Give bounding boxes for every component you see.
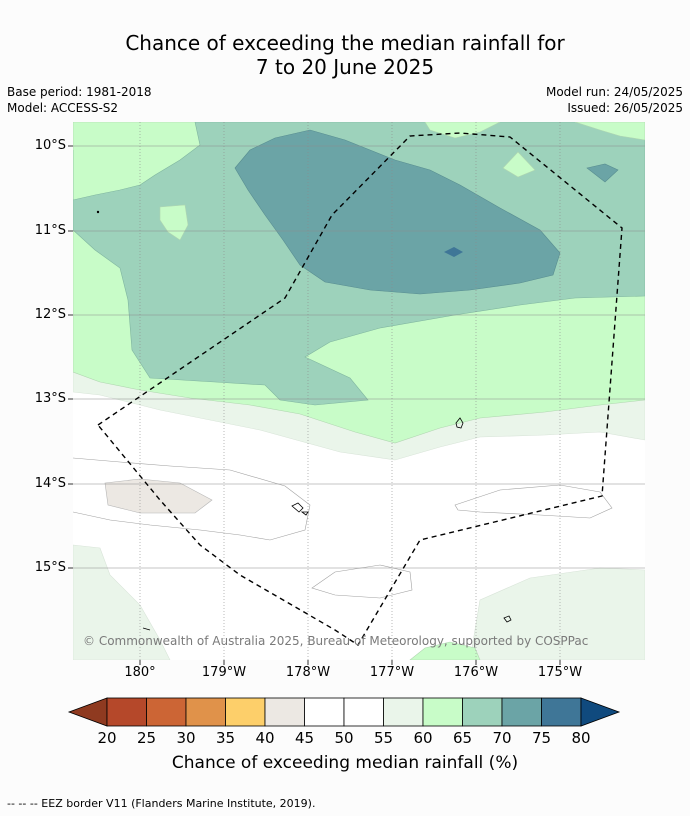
lon-label: 180° — [124, 665, 156, 680]
eez-border — [96, 132, 623, 646]
gridlines — [73, 145, 645, 569]
colorbar-box — [106, 697, 147, 727]
island-e — [142, 627, 151, 631]
band-75-80 — [444, 247, 463, 257]
colorbar-tick-label: 25 — [136, 729, 157, 747]
colorbar-tick-label: 40 — [255, 729, 275, 747]
colorbar-tick-label: 75 — [531, 729, 552, 747]
hole-60-65-d — [424, 122, 501, 139]
lon-label: 176°W — [453, 665, 499, 680]
eez-footnote: -- -- -- EEZ border V11 (Flanders Marine… — [7, 797, 316, 810]
island-b — [291, 502, 304, 513]
colorbar-box — [185, 697, 226, 727]
colorbar-tick-label: 30 — [176, 729, 196, 747]
map-title: Chance of exceeding the median rainfall … — [0, 31, 690, 79]
band-40-45 — [104, 478, 213, 514]
band-60-65-south — [409, 641, 481, 660]
lat-label: 10°S — [34, 138, 66, 153]
lon-label: 178°W — [285, 665, 331, 680]
colorbar-extend-high — [580, 697, 621, 727]
colorbar-box — [501, 697, 542, 727]
colorbar-tick-label: 55 — [373, 729, 394, 747]
lon-label: 175°W — [537, 665, 583, 680]
colorbar-tick-label: 80 — [571, 729, 591, 747]
lat-label: 13°S — [34, 391, 66, 406]
colorbar-box — [541, 697, 582, 727]
colorbar-title: Chance of exceeding median rainfall (%) — [171, 753, 519, 773]
lat-label: 11°S — [34, 223, 66, 238]
title-line-1: Chance of exceeding the median rainfall … — [125, 31, 565, 55]
map-area — [73, 122, 645, 660]
lat-label: 14°S — [34, 476, 66, 491]
colorbar-extend-low — [67, 697, 108, 727]
band-55-60-south — [73, 544, 171, 660]
colorbar-box — [343, 697, 384, 727]
island-f — [96, 210, 100, 214]
island-d — [503, 615, 512, 623]
colorbar-tick-label: 60 — [413, 729, 433, 747]
axis-ticks — [68, 145, 561, 665]
lat-label: 12°S — [34, 307, 66, 322]
model-name: Model: ACCESS-S2 — [7, 101, 119, 115]
colorbar-tick-label: 35 — [215, 729, 236, 747]
model-run: Model run: 24/05/2025 — [545, 85, 683, 99]
colorbar — [67, 697, 621, 727]
hole-60-65-c — [574, 122, 645, 141]
lon-label: 179°W — [201, 665, 247, 680]
lon-label: 177°W — [369, 665, 415, 680]
meta-right: Model run: 24/05/2025 Issued: 26/05/2025 — [546, 84, 683, 116]
island-c — [300, 511, 309, 516]
contour-lines-50 — [73, 457, 613, 599]
colorbar-box — [225, 697, 266, 727]
colorbar-tick-label: 20 — [97, 729, 117, 747]
islands — [96, 210, 512, 631]
band-70-75-small — [586, 163, 619, 183]
colorbar-box — [462, 697, 503, 727]
island-a — [455, 417, 464, 429]
colorbar-tick-label: 45 — [294, 729, 315, 747]
colorbar-tick-label: 50 — [334, 729, 354, 747]
issued-date: Issued: 26/05/2025 — [567, 101, 683, 115]
meta-left: Base period: 1981-2018 Model: ACCESS-S2 — [7, 84, 152, 116]
colorbar-tick-label: 70 — [492, 729, 512, 747]
colorbar-box — [422, 697, 463, 727]
colorbar-box — [264, 697, 305, 727]
title-line-2: 7 to 20 June 2025 — [255, 55, 435, 79]
base-period: Base period: 1981-2018 — [7, 85, 152, 99]
colorbar-box — [304, 697, 345, 727]
copyright-note: © Commonwealth of Australia 2025, Bureau… — [83, 634, 589, 648]
hole-60-65-b — [502, 151, 536, 178]
lat-label: 15°S — [34, 560, 66, 575]
colorbar-tick-label: 65 — [452, 729, 473, 747]
colorbar-box — [383, 697, 424, 727]
band-70-75 — [234, 129, 561, 295]
colorbar-box — [146, 697, 187, 727]
